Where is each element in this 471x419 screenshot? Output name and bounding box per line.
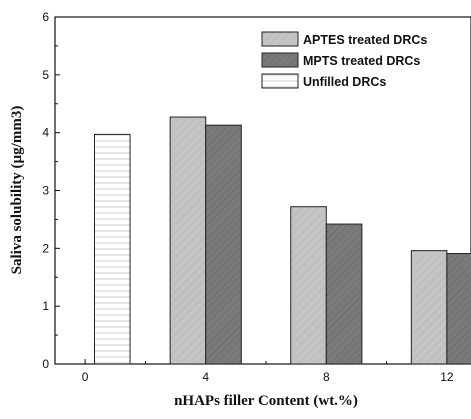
legend: APTES treated DRCs MPTS treated DRCs Unfil… [261, 31, 427, 89]
y-tick-label: 1 [42, 299, 49, 313]
legend-swatch [261, 73, 299, 89]
x-axis-title: nHAPs filler Content (wt.%) [174, 393, 358, 409]
legend-swatch [261, 52, 299, 68]
bar-aptes-treated-drcs-12 [410, 250, 448, 365]
bar-unfilled-drcs-0 [93, 133, 131, 365]
legend-label: MPTS treated DRCs [303, 54, 420, 68]
legend-label: Unfilled DRCs [303, 75, 386, 89]
y-tick-label: 5 [42, 68, 49, 82]
bar-mpts-treated-drcs-12 [446, 253, 471, 365]
y-tick-label: 2 [42, 241, 49, 255]
bar-mpts-treated-drcs-8 [325, 223, 363, 365]
bars [93, 116, 471, 365]
y-axis: 0 1 2 3 4 5 6 [42, 10, 60, 371]
y-axis-title: Saliva solubility (µg/mm3) [9, 106, 25, 275]
bar-aptes-treated-drcs-4 [169, 116, 207, 365]
bar-aptes-treated-drcs-8 [290, 206, 327, 365]
x-tick-label: 8 [323, 370, 330, 384]
x-tick-label: 4 [202, 370, 209, 384]
y-tick-label: 3 [42, 184, 49, 198]
y-tick-label: 4 [42, 126, 49, 140]
y-tick-label: 6 [42, 10, 49, 24]
x-tick-label: 12 [440, 370, 454, 384]
legend-swatch [261, 31, 299, 47]
legend-label: APTES treated DRCs [303, 33, 427, 47]
y-tick-label: 0 [42, 357, 49, 371]
bar-mpts-treated-drcs-4 [205, 124, 242, 365]
x-tick-label: 0 [82, 370, 89, 384]
